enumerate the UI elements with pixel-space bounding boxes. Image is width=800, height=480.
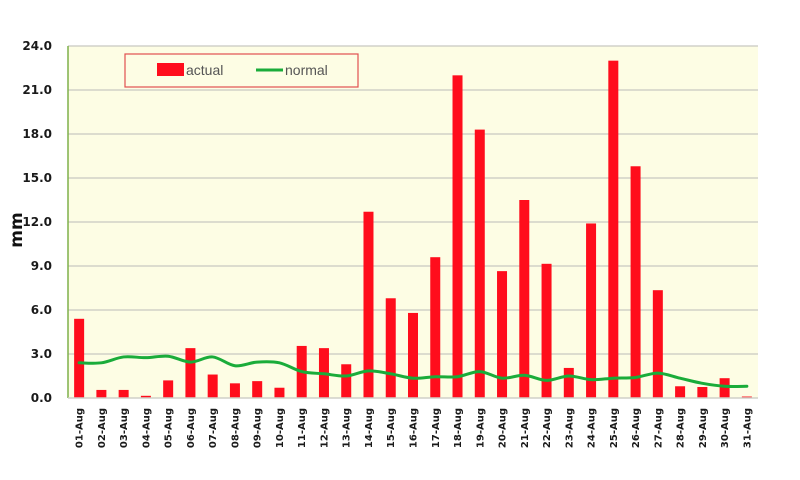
- bar-actual: [118, 389, 129, 398]
- legend-actual-label: actual: [186, 62, 223, 78]
- y-tick-label: 9.0: [31, 259, 52, 273]
- y-tick-label: 24.0: [22, 39, 52, 53]
- x-tick-label: 31-Aug: [742, 408, 753, 448]
- bar-actual: [229, 383, 240, 398]
- x-tick-label: 04-Aug: [141, 408, 152, 448]
- x-tick-label: 18-Aug: [453, 408, 464, 448]
- x-tick-label: 28-Aug: [676, 408, 687, 448]
- bar-actual: [430, 257, 441, 398]
- bar-actual: [541, 263, 552, 398]
- actual-bars: [74, 60, 752, 399]
- bar-actual: [341, 364, 352, 398]
- x-tick-label: 03-Aug: [119, 408, 130, 448]
- bar-actual: [385, 298, 396, 398]
- x-tick-label: 10-Aug: [275, 408, 286, 448]
- y-tick-label: 0.0: [31, 391, 52, 405]
- x-tick-label: 29-Aug: [698, 408, 709, 448]
- bar-actual: [140, 395, 151, 398]
- bar-actual: [675, 386, 686, 398]
- x-tick-label: 14-Aug: [364, 408, 375, 448]
- x-tick-label: 23-Aug: [564, 408, 575, 448]
- legend-actual-swatch: [157, 63, 184, 76]
- gridlines: [68, 45, 758, 355]
- bar-actual: [274, 387, 285, 398]
- bar-actual: [185, 348, 196, 398]
- legend-normal-label: normal: [285, 62, 328, 78]
- y-axis-ticks: 0.0 3.0 6.0 9.0 12.0 15.0 18.0 21.0 24.0: [22, 39, 52, 405]
- bar-actual: [563, 367, 574, 398]
- x-tick-label: 07-Aug: [208, 408, 219, 448]
- x-tick-label: 01-Aug: [75, 408, 86, 448]
- x-tick-label: 16-Aug: [409, 408, 420, 448]
- y-tick-label: 21.0: [22, 83, 52, 97]
- x-tick-label: 26-Aug: [631, 408, 642, 448]
- x-tick-label: 27-Aug: [653, 408, 664, 448]
- bar-actual: [74, 318, 85, 398]
- x-tick-label: 22-Aug: [542, 408, 553, 448]
- bar-actual: [408, 312, 418, 398]
- normal-line: [77, 354, 749, 388]
- y-tick-label: 18.0: [22, 127, 52, 141]
- y-tick-label: 15.0: [22, 171, 52, 185]
- bar-actual: [207, 374, 218, 398]
- bar-actual: [96, 389, 107, 398]
- y-axis-label: mm: [7, 212, 27, 247]
- bar-actual: [519, 200, 530, 398]
- x-axis-ticks: 01-Aug 02-Aug 03-Aug 04-Aug 05-Aug 06-Aug 07-A…: [75, 408, 754, 448]
- x-tick-label: 19-Aug: [475, 408, 486, 448]
- bar-actual: [630, 166, 641, 398]
- x-tick-label: 13-Aug: [342, 408, 353, 448]
- bar-actual: [652, 290, 663, 398]
- bar-actual: [697, 387, 708, 398]
- x-tick-label: 06-Aug: [186, 408, 197, 448]
- bar-actual: [608, 60, 619, 399]
- bar-actual: [163, 380, 174, 398]
- bar-actual: [252, 381, 263, 398]
- x-tick-label: 09-Aug: [253, 408, 264, 448]
- x-tick-label: 20-Aug: [498, 408, 509, 448]
- bar-actual: [452, 75, 463, 398]
- x-tick-label: 02-Aug: [97, 408, 108, 448]
- x-tick-label: 17-Aug: [431, 408, 442, 448]
- bar-actual: [719, 378, 730, 398]
- x-tick-label: 21-Aug: [520, 408, 531, 448]
- x-tick-label: 05-Aug: [164, 408, 175, 448]
- y-tick-label: 12.0: [22, 215, 52, 229]
- x-tick-label: 25-Aug: [609, 408, 620, 448]
- x-tick-label: 08-Aug: [230, 408, 241, 448]
- y-tick-label: 6.0: [31, 303, 52, 317]
- x-tick-label: 12-Aug: [319, 408, 330, 448]
- x-tick-label: 30-Aug: [720, 408, 731, 448]
- x-tick-label: 24-Aug: [587, 408, 598, 448]
- y-tick-label: 3.0: [31, 347, 52, 361]
- bar-actual: [586, 223, 597, 398]
- x-tick-label: 15-Aug: [386, 408, 397, 448]
- x-tick-label: 11-Aug: [297, 408, 308, 448]
- bar-actual: [363, 211, 374, 398]
- bar-actual: [474, 129, 485, 398]
- bar-actual: [497, 271, 508, 398]
- legend: actual normal: [124, 53, 359, 88]
